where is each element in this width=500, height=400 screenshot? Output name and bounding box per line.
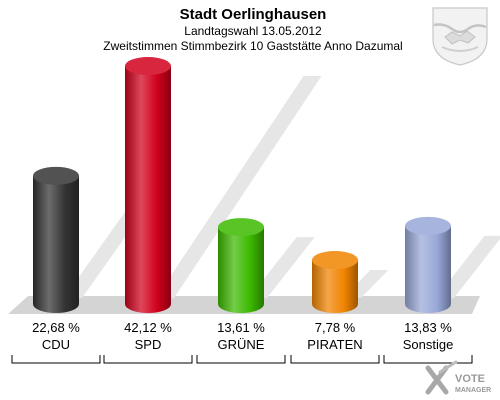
value-label: 42,12 % (124, 320, 172, 335)
bar-cap (125, 57, 171, 76)
category-bracket (383, 355, 473, 364)
coat-of-arms-icon (432, 7, 488, 66)
value-label: 22,68 % (32, 320, 80, 335)
bar-shadow (156, 76, 322, 298)
watermark-line2: MANAGER (455, 387, 491, 394)
vote-manager-x-logo: VOTE MANAGER (425, 360, 491, 395)
bar-cdu (33, 175, 79, 313)
bar-shadow (436, 235, 500, 298)
bar-cap (312, 251, 358, 270)
value-label: 13,83 % (404, 320, 452, 335)
bar-cap (405, 216, 451, 235)
bar-shadow (249, 237, 315, 298)
category-bracket (196, 355, 286, 364)
chart-subtitle-2: Zweitstimmen Stimmbezirk 10 Gaststätte A… (103, 39, 402, 53)
chart-title: Stadt Oerlinghausen (180, 6, 327, 23)
category-label: PIRATEN (307, 337, 362, 352)
bar-piraten (312, 260, 358, 313)
category-label: CDU (42, 337, 70, 352)
bars-layer (33, 57, 500, 313)
category-bracket (290, 355, 380, 364)
category-label: GRÜNE (218, 337, 265, 352)
bar-sonstige (405, 225, 451, 313)
value-label: 7,78 % (315, 320, 356, 335)
watermark-line1: VOTE (455, 373, 485, 385)
labels-layer: 22,68 % CDU 42,12 % SPD 13,61 % GRÜNE 7,78 % PI… (11, 320, 473, 364)
bar-cap (33, 166, 79, 185)
category-label: SPD (135, 337, 162, 352)
category-label: Sonstige (403, 337, 454, 352)
chart-subtitle: Landtagswahl 13.05.2012 (184, 24, 322, 38)
bar-grüne (218, 227, 264, 313)
bar-cap (218, 218, 264, 237)
category-bracket (11, 355, 101, 364)
category-bracket (103, 355, 193, 364)
value-label: 13,61 % (217, 320, 265, 335)
bar-spd (125, 66, 171, 313)
